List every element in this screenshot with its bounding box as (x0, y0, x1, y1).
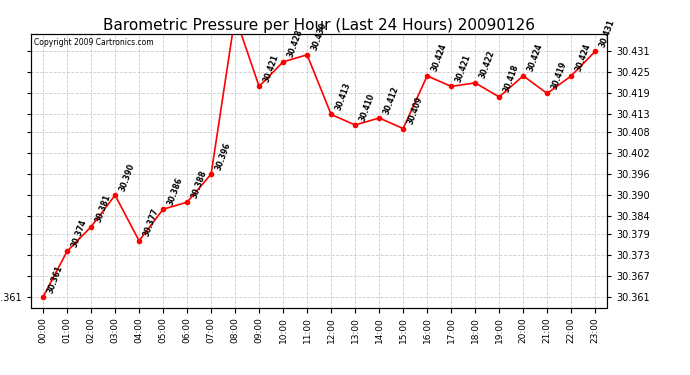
Text: 30.413: 30.413 (334, 81, 353, 112)
Text: 30.430: 30.430 (310, 22, 328, 52)
Text: 30.388: 30.388 (190, 169, 208, 200)
Text: 30.424: 30.424 (574, 43, 593, 73)
Text: 30.381: 30.381 (94, 194, 112, 224)
Text: 30.424: 30.424 (430, 43, 448, 73)
Text: 30.421: 30.421 (454, 53, 473, 84)
Text: 30.418: 30.418 (502, 64, 520, 94)
Text: 30.428: 30.428 (286, 28, 304, 59)
Text: 30.390: 30.390 (118, 162, 136, 192)
Text: 30.396: 30.396 (214, 141, 233, 171)
Text: Copyright 2009 Cartronics.com: Copyright 2009 Cartronics.com (34, 38, 154, 47)
Text: 30.410: 30.410 (358, 92, 376, 122)
Text: 30.419: 30.419 (550, 60, 569, 91)
Text: 30.441: 30.441 (0, 374, 1, 375)
Text: 30.422: 30.422 (478, 50, 496, 80)
Text: 30.374: 30.374 (70, 218, 88, 249)
Text: 30.424: 30.424 (526, 43, 544, 73)
Text: 30.431: 30.431 (598, 18, 616, 48)
Text: 30.409: 30.409 (406, 95, 424, 126)
Text: 30.412: 30.412 (382, 85, 400, 115)
Text: 30.386: 30.386 (166, 176, 184, 207)
Text: 30.377: 30.377 (142, 207, 160, 238)
Text: 30.361: 30.361 (46, 264, 64, 294)
Text: 30.421: 30.421 (262, 53, 280, 84)
Title: Barometric Pressure per Hour (Last 24 Hours) 20090126: Barometric Pressure per Hour (Last 24 Ho… (103, 18, 535, 33)
